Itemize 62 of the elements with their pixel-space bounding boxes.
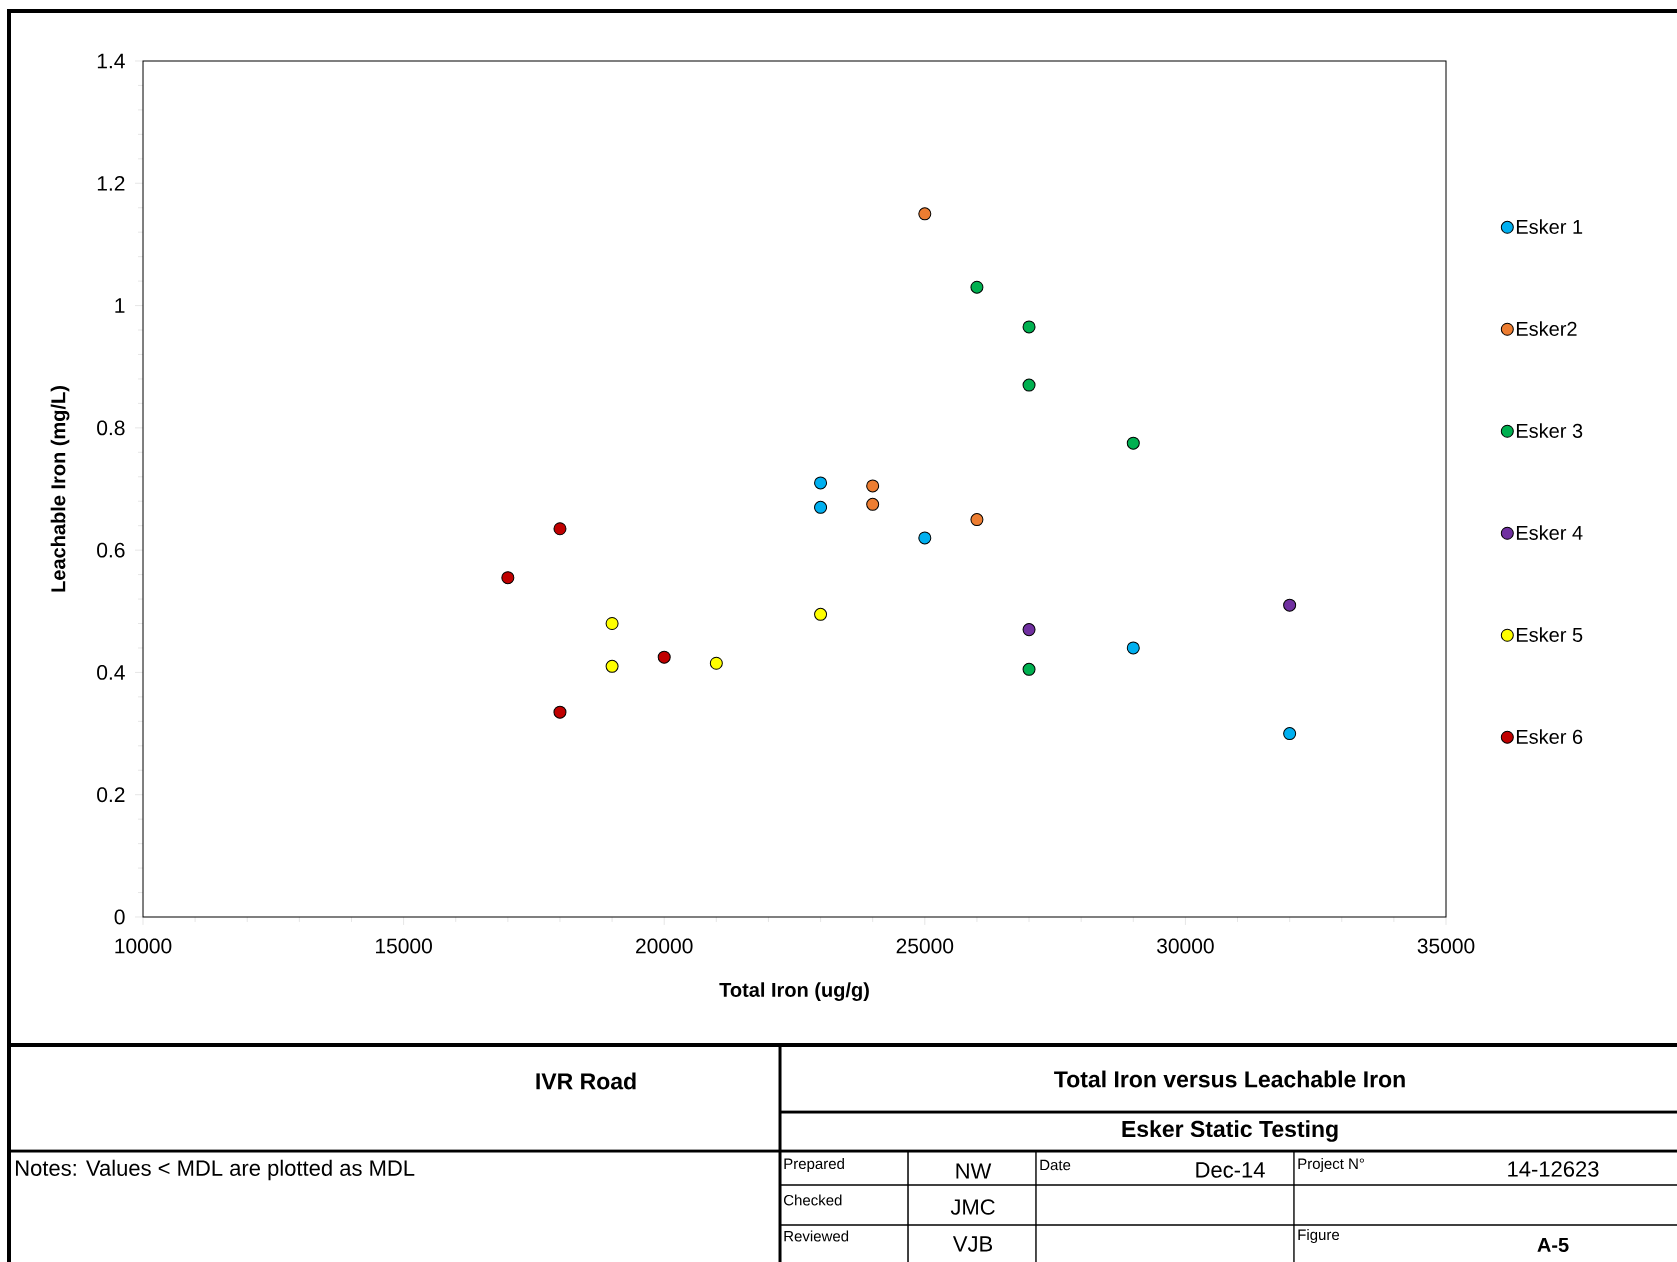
point [605,617,619,631]
x-tick-label: 35000 [1417,938,1475,954]
point [501,571,515,585]
text: IVR Road [536,1072,636,1090]
point [1022,623,1036,637]
text: Reviewed [784,1230,849,1242]
x-axis-title: Total Iron (ug/g) [719,982,869,1001]
x-tick-label: 10000 [115,938,172,954]
y-tick-label: 0.8 [97,420,125,436]
point [1022,378,1036,392]
text: Project N° [1298,1158,1364,1172]
x-tick-label: 20000 [636,938,693,954]
text: Prepared [784,1158,844,1172]
text: Total Iron versus Leachable Iron [1054,1070,1405,1088]
point [1022,662,1036,676]
y-tick-label: 1 [115,298,125,313]
y-tick-label: 1.4 [97,53,125,69]
y-tick-label: 0.6 [97,542,125,558]
x-tick-label: 15000 [376,938,432,954]
text: JMC [950,1199,995,1215]
text: A-5 [1537,1238,1569,1252]
legend-label: Esker 6 [1516,729,1583,744]
point [918,207,932,221]
text: Checked [783,1194,842,1206]
y-tick-label: 0.4 [97,664,125,680]
point [814,500,828,514]
y-tick-label: 1.2 [97,175,125,191]
point [605,659,619,673]
text: Notes: Values < MDL are plotted as MDL [16,1159,415,1181]
point [970,513,984,527]
legend-label: Esker 5 [1516,627,1583,642]
text: Esker Static Testing [1122,1120,1338,1142]
point [553,705,567,719]
text: VJB [952,1236,993,1252]
legend-label: Esker 3 [1516,423,1583,438]
point [657,650,671,664]
point [866,479,880,493]
text: NW [956,1163,992,1179]
point [1126,436,1140,450]
point [553,522,567,536]
point [1283,727,1297,741]
point [814,607,828,621]
y-tick-label: 0 [114,909,125,925]
point [970,280,984,294]
y-axis-title: Leachable Iron (mg/L) [50,386,70,592]
legend-label: Esker 1 [1516,219,1583,234]
legend-label: Esker2 [1516,321,1577,336]
text: Date [1040,1159,1071,1171]
point [1022,320,1036,334]
text: Figure [1298,1229,1340,1243]
point [814,476,828,490]
y-tick-label: 0.2 [97,787,125,803]
legend-label: Esker 4 [1516,525,1583,540]
x-tick-label: 30000 [1157,938,1214,954]
text: 14-12623 [1508,1161,1599,1177]
point [1126,641,1140,655]
point [866,497,880,511]
point [1283,598,1297,612]
text: Dec-14 [1196,1162,1265,1178]
point [709,656,723,670]
x-tick-label: 25000 [896,938,954,954]
point [918,531,932,545]
